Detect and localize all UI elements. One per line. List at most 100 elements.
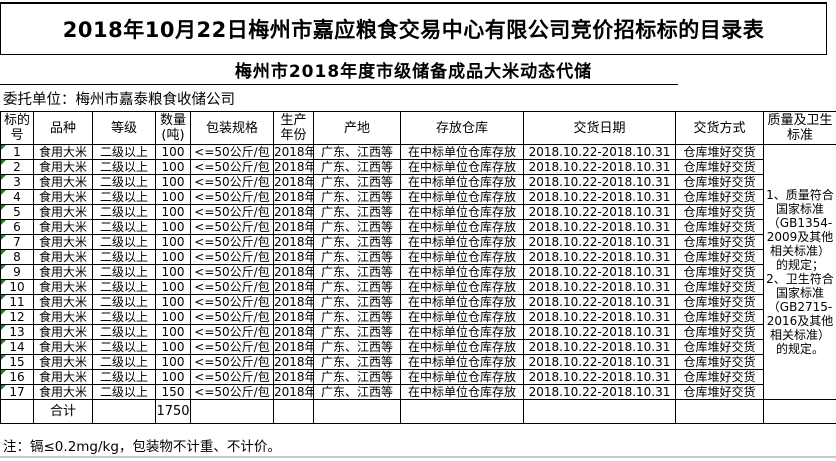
cell-storage-warehouse: 在中标单位仓库存放 <box>400 324 524 340</box>
cell-lot-no: 11 <box>0 294 34 310</box>
cell-production-year: 2018年 <box>273 249 314 265</box>
cell-total-grade <box>92 399 156 424</box>
cell-packing-spec: <=50公斤/包 <box>190 189 274 205</box>
cell-quantity: 100 <box>155 354 191 370</box>
cell-variety: 食用大米 <box>33 324 93 340</box>
cell-production-year: 2018年 <box>273 204 314 220</box>
cell-storage-warehouse: 在中标单位仓库存放 <box>400 234 524 250</box>
cell-storage-warehouse: 在中标单位仓库存放 <box>400 309 524 325</box>
cell-delivery-date: 2018.10.22-2018.10.31 <box>523 249 676 265</box>
cell-total-origin <box>313 399 401 424</box>
cell-delivery-method: 仓库堆好交货 <box>675 249 764 265</box>
cell-packing-spec: <=50公斤/包 <box>190 144 274 160</box>
cell-total-quality <box>763 399 836 424</box>
page-subtitle: 梅州市2018年度市级储备成品大米动态代储 <box>234 62 593 82</box>
cell-delivery-date: 2018.10.22-2018.10.31 <box>523 159 676 175</box>
column-header-production-year: 生产 年份 <box>273 111 314 145</box>
cell-storage-warehouse: 在中标单位仓库存放 <box>400 189 524 205</box>
cell-origin: 广东、江西等 <box>313 189 401 205</box>
table-row: 6 食用大米 二级以上 100 <=50公斤/包 2018年 广东、江西等 在中标单位仓库存放… <box>0 219 836 235</box>
client-entity-line: 委托单位：梅州市嘉泰粮食收储公司 <box>3 92 235 108</box>
cell-packing-spec: <=50公斤/包 <box>190 324 274 340</box>
cell-variety: 食用大米 <box>33 174 93 190</box>
cell-production-year: 2018年 <box>273 294 314 310</box>
cell-production-year: 2018年 <box>273 339 314 355</box>
table-row: 10 食用大米 二级以上 100 <=50公斤/包 2018年 广东、江西等 在中标单位仓库存… <box>0 279 836 295</box>
table-header-row: 标的 号品种 等级 数量 (吨) 包装规格 生产 年份 产地 存放仓库 交货日期 交货方式 质量及… <box>0 111 836 145</box>
cell-quantity: 100 <box>155 204 191 220</box>
cell-variety: 食用大米 <box>33 234 93 250</box>
green-corner-marker-icon <box>1 205 6 210</box>
cell-quantity: 100 <box>155 189 191 205</box>
cell-quantity: 100 <box>155 294 191 310</box>
table-row: 4 食用大米 二级以上 100 <=50公斤/包 2018年 广东、江西等 在中标单位仓库存放… <box>0 189 836 205</box>
cell-grade: 二级以上 <box>92 339 156 355</box>
cell-delivery-method: 仓库堆好交货 <box>675 234 764 250</box>
cell-variety: 食用大米 <box>33 384 93 400</box>
cell-quantity: 100 <box>155 234 191 250</box>
cell-delivery-date: 2018.10.22-2018.10.31 <box>523 324 676 340</box>
column-header-storage-warehouse: 存放仓库 <box>400 111 524 145</box>
cell-grade: 二级以上 <box>92 354 156 370</box>
cell-packing-spec: <=50公斤/包 <box>190 279 274 295</box>
quality-standard-paragraph: 1、质量符合国家标准（GB1354-2009及其他相关标准）的规定； <box>766 188 834 272</box>
cell-storage-warehouse: 在中标单位仓库存放 <box>400 144 524 160</box>
cell-production-year: 2018年 <box>273 234 314 250</box>
cell-origin: 广东、江西等 <box>313 204 401 220</box>
cell-origin: 广东、江西等 <box>313 144 401 160</box>
cell-lot-no: 1 <box>0 144 34 160</box>
cell-lot-no: 9 <box>0 264 34 280</box>
table-row: 14 食用大米 二级以上 100 <=50公斤/包 2018年 广东、江西等 在中标单位仓库存… <box>0 339 836 355</box>
cell-origin: 广东、江西等 <box>313 174 401 190</box>
cell-packing-spec: <=50公斤/包 <box>190 354 274 370</box>
cell-variety: 食用大米 <box>33 354 93 370</box>
cell-grade: 二级以上 <box>92 174 156 190</box>
cell-origin: 广东、江西等 <box>313 309 401 325</box>
cell-variety: 食用大米 <box>33 219 93 235</box>
cell-delivery-method: 仓库堆好交货 <box>675 174 764 190</box>
cell-delivery-date: 2018.10.22-2018.10.31 <box>523 219 676 235</box>
total-label: 合计 <box>33 399 93 424</box>
cell-delivery-method: 仓库堆好交货 <box>675 339 764 355</box>
cell-lot-no: 15 <box>0 354 34 370</box>
cell-packing-spec: <=50公斤/包 <box>190 264 274 280</box>
cell-delivery-method: 仓库堆好交货 <box>675 279 764 295</box>
green-corner-marker-icon <box>1 280 6 285</box>
cell-delivery-method: 仓库堆好交货 <box>675 309 764 325</box>
cell-quantity: 100 <box>155 279 191 295</box>
cell-production-year: 2018年 <box>273 369 314 385</box>
cell-quantity: 100 <box>155 144 191 160</box>
cell-grade: 二级以上 <box>92 294 156 310</box>
footnote: 注：镉≤0.2mg/kg，包装物不计重、不计价。 <box>3 439 281 455</box>
cell-delivery-date: 2018.10.22-2018.10.31 <box>523 279 676 295</box>
column-header-lot-no: 标的 号 <box>0 111 34 145</box>
table-row: 16 食用大米 二级以上 100 <=50公斤/包 2018年 广东、江西等 在中标单位仓库存… <box>0 369 836 385</box>
cell-delivery-method: 仓库堆好交货 <box>675 369 764 385</box>
total-quantity: 1750 <box>155 399 191 424</box>
column-header-origin: 产地 <box>313 111 401 145</box>
cell-total-warehouse <box>400 399 524 424</box>
column-header-delivery-date: 交货日期 <box>523 111 676 145</box>
cell-delivery-method: 仓库堆好交货 <box>675 294 764 310</box>
column-header-grade: 等级 <box>92 111 156 145</box>
cell-origin: 广东、江西等 <box>313 264 401 280</box>
cell-grade: 二级以上 <box>92 234 156 250</box>
green-corner-marker-icon <box>1 370 6 375</box>
cell-storage-warehouse: 在中标单位仓库存放 <box>400 384 524 400</box>
cell-origin: 广东、江西等 <box>313 339 401 355</box>
table-row: 13 食用大米 二级以上 100 <=50公斤/包 2018年 广东、江西等 在中标单位仓库存… <box>0 324 836 340</box>
green-corner-marker-icon <box>1 175 6 180</box>
cell-lot-no: 5 <box>0 204 34 220</box>
cell-total-dates <box>523 399 676 424</box>
table-row: 5 食用大米 二级以上 100 <=50公斤/包 2018年 广东、江西等 在中标单位仓库存放… <box>0 204 836 220</box>
cell-origin: 广东、江西等 <box>313 294 401 310</box>
column-header-quantity: 数量 (吨) <box>155 111 191 145</box>
cell-delivery-method: 仓库堆好交货 <box>675 384 764 400</box>
cell-packing-spec: <=50公斤/包 <box>190 384 274 400</box>
cell-delivery-date: 2018.10.22-2018.10.31 <box>523 144 676 160</box>
cell-delivery-method: 仓库堆好交货 <box>675 189 764 205</box>
cell-packing-spec: <=50公斤/包 <box>190 159 274 175</box>
cell-lot-no: 13 <box>0 324 34 340</box>
cell-delivery-date: 2018.10.22-2018.10.31 <box>523 234 676 250</box>
